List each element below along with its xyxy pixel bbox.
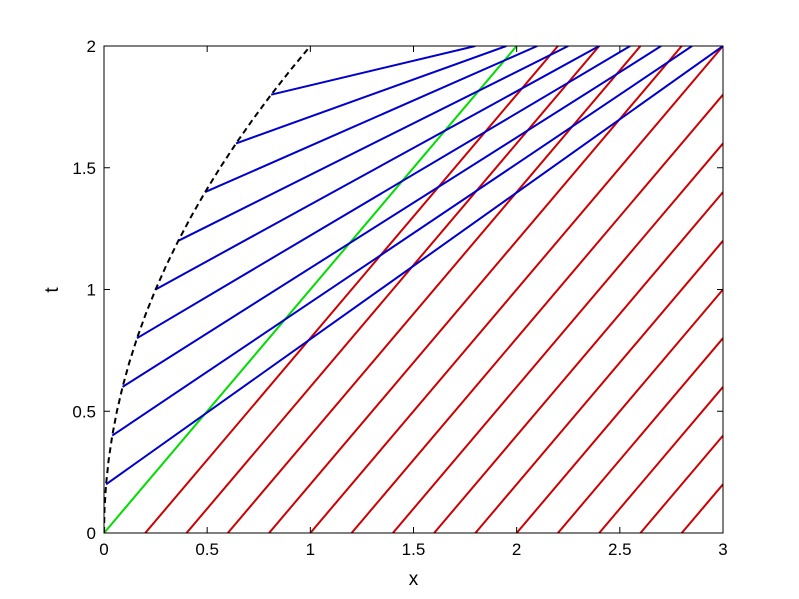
red-characteristic-line-13 <box>639 434 723 533</box>
blue-characteristic-line-9 <box>270 46 476 96</box>
red-characteristic-line-6 <box>350 94 723 533</box>
x-tick-label: 3 <box>718 540 727 559</box>
red-characteristic-line-1 <box>144 46 559 533</box>
blue-characteristic-line-6 <box>177 46 569 242</box>
plot-background <box>104 46 723 533</box>
y-tick-label: 1 <box>87 281 96 300</box>
x-tick-label: 0.5 <box>195 540 219 559</box>
dashed-boundary-curve <box>104 46 312 533</box>
x-axis-label: x <box>409 569 419 590</box>
red-characteristic-line-9 <box>474 240 723 533</box>
x-tick-label: 0 <box>99 540 108 559</box>
blue-characteristic-line-3 <box>122 46 662 388</box>
x-tick-label: 2 <box>512 540 521 559</box>
y-tick-label: 1.5 <box>72 159 96 178</box>
blue-characteristic-line-2 <box>111 46 693 437</box>
red-characteristic-line-12 <box>598 386 723 533</box>
blue-characteristic-line-8 <box>235 46 507 145</box>
x-tick-label: 2.5 <box>608 540 632 559</box>
y-tick-label: 0 <box>87 524 96 543</box>
y-tick-label: 0.5 <box>72 402 96 421</box>
axis-ticks: 0 0.5 1 1.5 2 2.5 3 0 0.5 1 1.5 2 <box>72 37 727 559</box>
red-characteristic-line-5 <box>309 46 723 533</box>
blue-characteristic-line-1 <box>105 46 723 486</box>
green-characteristic-line-1 <box>104 46 518 533</box>
red-characteristic-line-14 <box>680 483 723 533</box>
red-characteristic-line-11 <box>557 337 723 533</box>
x-tick-label: 1.5 <box>402 540 426 559</box>
y-tick-label: 2 <box>87 37 96 56</box>
x-tick-label: 1 <box>306 540 315 559</box>
blue-characteristic-line-7 <box>204 46 538 194</box>
red-characteristic-line-10 <box>515 288 723 533</box>
blue-characteristic-line-5 <box>155 46 600 291</box>
y-axis-label: t <box>42 287 63 293</box>
red-characteristic-line-7 <box>392 142 723 533</box>
plot-lines <box>104 46 723 533</box>
red-characteristic-line-8 <box>433 191 723 533</box>
red-characteristic-line-2 <box>185 46 600 533</box>
blue-characteristic-line-4 <box>136 46 631 340</box>
red-characteristic-line-4 <box>268 46 683 533</box>
